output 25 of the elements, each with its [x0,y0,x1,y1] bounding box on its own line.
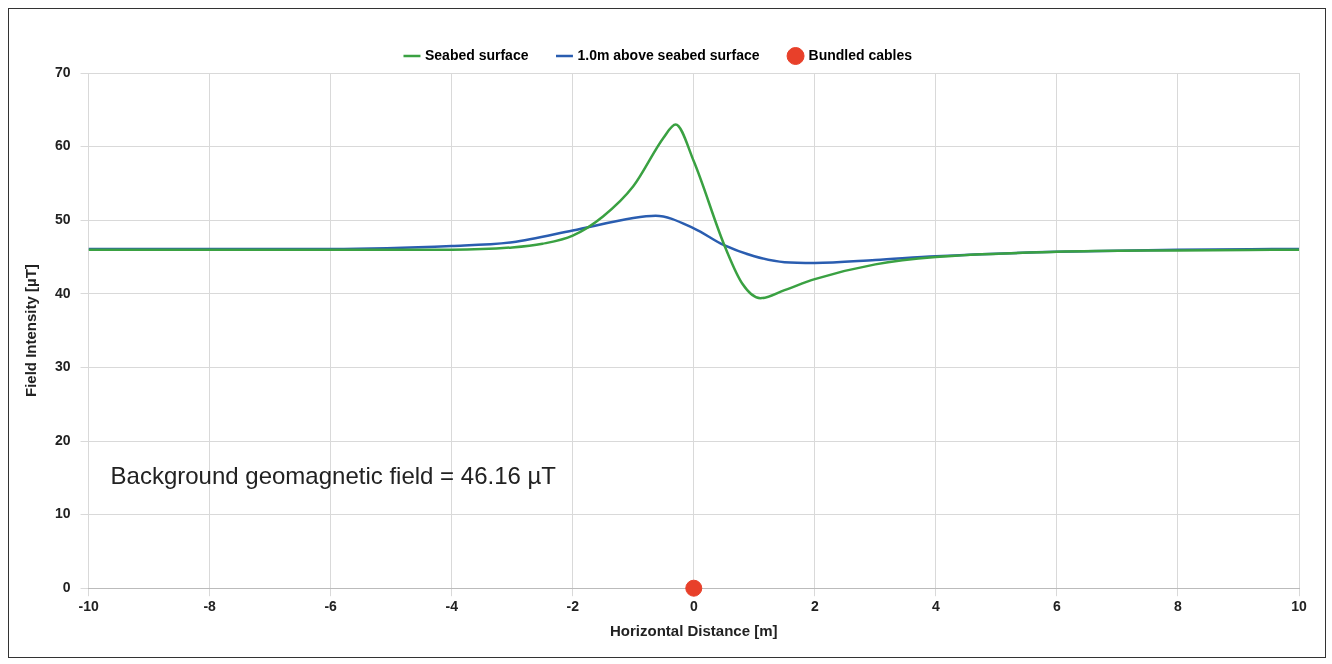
legend-label: Bundled cables [808,46,913,63]
x-tick-label: -4 [445,598,459,615]
x-tick-label: -10 [78,598,99,615]
y-tick-label: 30 [54,358,71,375]
x-tick-label: -6 [324,598,338,615]
x-tick-label: 6 [1053,598,1062,615]
legend-label: 1.0m above seabed surface [577,46,760,63]
annotation: Background geomagnetic field = 46.16 µT [110,462,557,490]
y-tick-label: 70 [54,63,71,80]
y-tick-label: 60 [54,137,71,154]
y-tick-label: 20 [54,431,71,448]
x-tick-label: 4 [931,598,940,615]
x-tick-label: 10 [1291,598,1307,615]
y-axis-title: Field Intensity [µT] [22,264,40,398]
x-tick-label: 2 [810,598,819,615]
x-tick-label: -2 [566,598,580,615]
legend-label: Seabed surface [424,46,529,63]
y-tick-label: 10 [54,505,71,522]
x-axis-title: Horizontal Distance [m] [610,622,778,640]
y-tick-label: 0 [62,579,71,596]
x-tick-label: 8 [1174,598,1183,615]
y-tick-label: 50 [54,211,71,228]
x-tick-label: -8 [203,598,217,615]
x-tick-label: 0 [689,598,698,615]
y-tick-label: 40 [54,284,71,301]
